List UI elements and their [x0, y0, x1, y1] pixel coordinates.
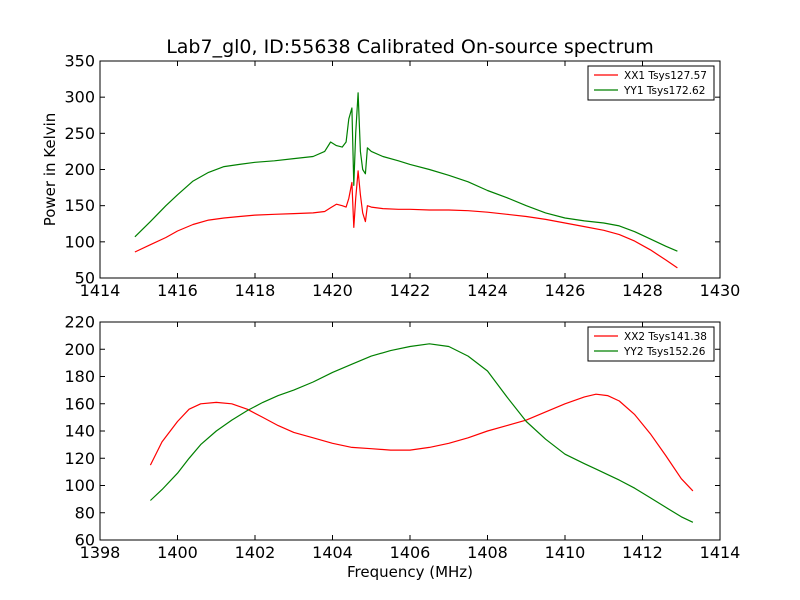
x-tick-label: 1428: [622, 281, 663, 300]
top-subplot: 1414 1416 1418 1420 1422 1424 1426 1428 1430 50 10…: [41, 52, 740, 301]
y-tick-label: 140: [64, 422, 95, 441]
y-tick-label: 50: [75, 269, 95, 288]
legend-box: [587, 326, 715, 362]
x-tick-label: 1410: [545, 543, 586, 562]
legend: XX2 Tsys141.38 YY2 Tsys152.26: [587, 326, 715, 362]
x-tick-label: 1412: [622, 543, 663, 562]
y-tick-label: 60: [75, 531, 95, 550]
x-tick-label: 1408: [467, 543, 508, 562]
x-tick-label: 1402: [235, 543, 276, 562]
y-tick-label: 80: [75, 503, 95, 522]
x-tick-label: 1404: [312, 543, 353, 562]
series-line-1-1: [149, 343, 694, 523]
x-tick-label: 1416: [157, 281, 198, 300]
x-tick-label: 1420: [312, 281, 353, 300]
y-tick-label: 100: [64, 232, 95, 251]
legend-entry: XX2 Tsys141.38: [624, 331, 707, 343]
series-line-0-1: [134, 92, 678, 252]
y-tick-label: 200: [64, 160, 95, 179]
series-line-0-0: [134, 170, 678, 269]
x-axis-label: Frequency (MHz): [347, 563, 473, 581]
x-tick-label: 1406: [390, 543, 431, 562]
y-tick-label: 350: [64, 52, 95, 71]
y-tick-label: 250: [64, 124, 95, 143]
legend-entry: YY2 Tsys152.26: [623, 346, 706, 358]
legend-box: [587, 65, 715, 101]
y-tick-label: 150: [64, 196, 95, 215]
y-tick-label: 100: [64, 476, 95, 495]
y-tick-label: 220: [64, 313, 95, 332]
x-tick-label: 1400: [157, 543, 198, 562]
x-tick-label: 1398: [80, 543, 121, 562]
x-tick-label: 1426: [545, 281, 586, 300]
x-tick-label: 1422: [390, 281, 431, 300]
legend-entry: XX1 Tsys127.57: [624, 70, 707, 82]
y-tick-label: 180: [64, 367, 95, 386]
y-tick-label: 120: [64, 449, 95, 468]
figure-title: Lab7_gl0, ID:55638 Calibrated On-source …: [166, 36, 654, 58]
y-tick-label: 200: [64, 340, 95, 359]
legend-entry: YY1 Tsys172.62: [623, 85, 705, 97]
x-tick-label: 1418: [235, 281, 276, 300]
series-line-1-0: [149, 393, 694, 492]
x-tick-label: 1414: [80, 281, 121, 300]
x-tick-label: 1414: [700, 543, 741, 562]
legend: XX1 Tsys127.57 YY1 Tsys172.62: [587, 65, 715, 101]
x-tick-label: 1424: [467, 281, 508, 300]
y-tick-label: 160: [64, 394, 95, 413]
y-tick-label: 300: [64, 88, 95, 107]
y-axis-label: Power in Kelvin: [41, 113, 59, 227]
bottom-subplot: 1398 1400 1402 1404 1406 1408 1410 1412 1414 60 80…: [64, 313, 740, 582]
x-tick-label: 1430: [700, 281, 741, 300]
